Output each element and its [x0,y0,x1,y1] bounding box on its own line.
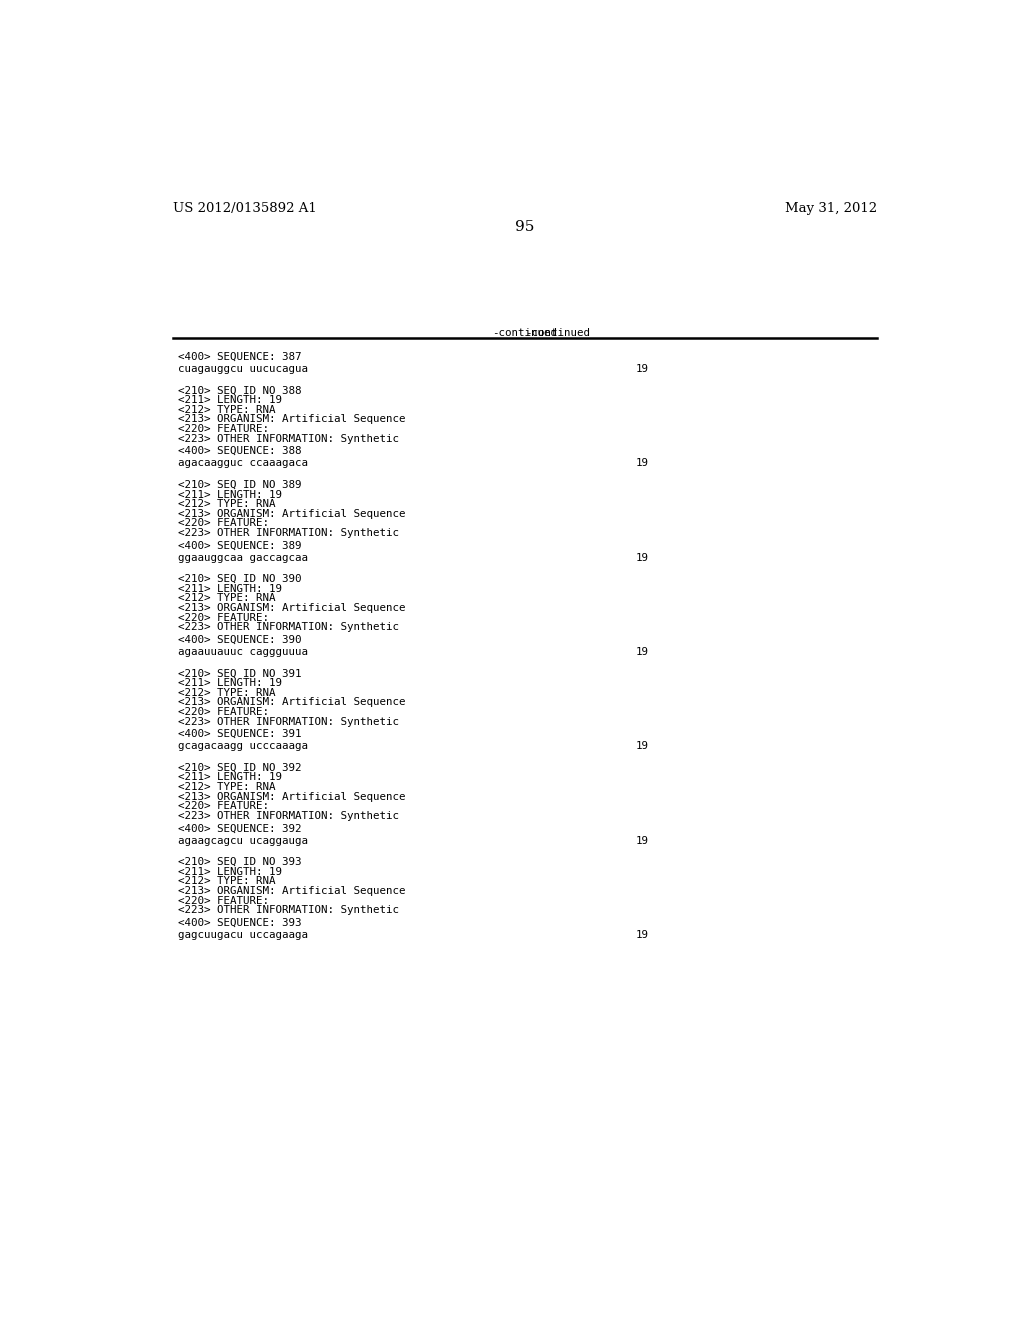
Text: <211> LENGTH: 19: <211> LENGTH: 19 [178,395,283,405]
Text: <223> OTHER INFORMATION: Synthetic: <223> OTHER INFORMATION: Synthetic [178,622,399,632]
Text: gcagacaagg ucccaaaga: gcagacaagg ucccaaaga [178,742,308,751]
Text: cuagauggcu uucucagua: cuagauggcu uucucagua [178,364,308,374]
Text: <210> SEQ ID NO 392: <210> SEQ ID NO 392 [178,763,302,772]
Text: <213> ORGANISM: Artificial Sequence: <213> ORGANISM: Artificial Sequence [178,886,406,896]
Text: 95: 95 [515,220,535,234]
Text: <220> FEATURE:: <220> FEATURE: [178,424,269,434]
Text: <212> TYPE: RNA: <212> TYPE: RNA [178,594,275,603]
Text: <400> SEQUENCE: 389: <400> SEQUENCE: 389 [178,540,302,550]
Text: <211> LENGTH: 19: <211> LENGTH: 19 [178,583,283,594]
Text: <212> TYPE: RNA: <212> TYPE: RNA [178,876,275,887]
Text: <220> FEATURE:: <220> FEATURE: [178,896,269,906]
Text: agaagcagcu ucaggauga: agaagcagcu ucaggauga [178,836,308,846]
Text: <212> TYPE: RNA: <212> TYPE: RNA [178,405,275,414]
Text: gagcuugacu uccagaaga: gagcuugacu uccagaaga [178,929,308,940]
Text: <211> LENGTH: 19: <211> LENGTH: 19 [178,867,283,876]
Text: 19: 19 [636,742,648,751]
Text: <223> OTHER INFORMATION: Synthetic: <223> OTHER INFORMATION: Synthetic [178,810,399,821]
Text: <211> LENGTH: 19: <211> LENGTH: 19 [178,490,283,499]
Text: 19: 19 [636,647,648,657]
Text: <211> LENGTH: 19: <211> LENGTH: 19 [178,678,283,688]
Text: <223> OTHER INFORMATION: Synthetic: <223> OTHER INFORMATION: Synthetic [178,717,399,726]
Text: 19: 19 [636,364,648,374]
Text: <223> OTHER INFORMATION: Synthetic: <223> OTHER INFORMATION: Synthetic [178,906,399,915]
Text: 19: 19 [636,458,648,469]
Text: -continued: -continued [524,327,590,338]
Text: -continued: -continued [493,327,557,338]
Text: May 31, 2012: May 31, 2012 [784,202,877,215]
Text: <400> SEQUENCE: 392: <400> SEQUENCE: 392 [178,824,302,833]
Text: <212> TYPE: RNA: <212> TYPE: RNA [178,688,275,698]
Text: <400> SEQUENCE: 387: <400> SEQUENCE: 387 [178,351,302,362]
Text: 19: 19 [636,929,648,940]
Text: <220> FEATURE:: <220> FEATURE: [178,519,269,528]
Text: <210> SEQ ID NO 389: <210> SEQ ID NO 389 [178,480,302,490]
Text: <212> TYPE: RNA: <212> TYPE: RNA [178,499,275,510]
Text: <223> OTHER INFORMATION: Synthetic: <223> OTHER INFORMATION: Synthetic [178,434,399,444]
Text: <220> FEATURE:: <220> FEATURE: [178,708,269,717]
Text: <210> SEQ ID NO 390: <210> SEQ ID NO 390 [178,574,302,585]
Text: <400> SEQUENCE: 393: <400> SEQUENCE: 393 [178,917,302,928]
Text: <213> ORGANISM: Artificial Sequence: <213> ORGANISM: Artificial Sequence [178,508,406,519]
Text: <213> ORGANISM: Artificial Sequence: <213> ORGANISM: Artificial Sequence [178,792,406,801]
Text: <211> LENGTH: 19: <211> LENGTH: 19 [178,772,283,783]
Text: <400> SEQUENCE: 390: <400> SEQUENCE: 390 [178,635,302,644]
Text: <210> SEQ ID NO 388: <210> SEQ ID NO 388 [178,385,302,396]
Text: 19: 19 [636,836,648,846]
Text: <220> FEATURE:: <220> FEATURE: [178,801,269,812]
Text: 19: 19 [636,553,648,562]
Text: <212> TYPE: RNA: <212> TYPE: RNA [178,781,275,792]
Text: <213> ORGANISM: Artificial Sequence: <213> ORGANISM: Artificial Sequence [178,603,406,612]
Text: ggaauggcaa gaccagcaa: ggaauggcaa gaccagcaa [178,553,308,562]
Text: <223> OTHER INFORMATION: Synthetic: <223> OTHER INFORMATION: Synthetic [178,528,399,539]
Text: agacaagguc ccaaagaca: agacaagguc ccaaagaca [178,458,308,469]
Text: agaauuauuc caggguuua: agaauuauuc caggguuua [178,647,308,657]
Text: US 2012/0135892 A1: US 2012/0135892 A1 [173,202,316,215]
Text: <210> SEQ ID NO 391: <210> SEQ ID NO 391 [178,668,302,678]
Text: <220> FEATURE:: <220> FEATURE: [178,612,269,623]
Text: <400> SEQUENCE: 391: <400> SEQUENCE: 391 [178,729,302,739]
Text: <400> SEQUENCE: 388: <400> SEQUENCE: 388 [178,446,302,455]
Text: <210> SEQ ID NO 393: <210> SEQ ID NO 393 [178,857,302,867]
Text: <213> ORGANISM: Artificial Sequence: <213> ORGANISM: Artificial Sequence [178,697,406,708]
Text: <213> ORGANISM: Artificial Sequence: <213> ORGANISM: Artificial Sequence [178,414,406,425]
